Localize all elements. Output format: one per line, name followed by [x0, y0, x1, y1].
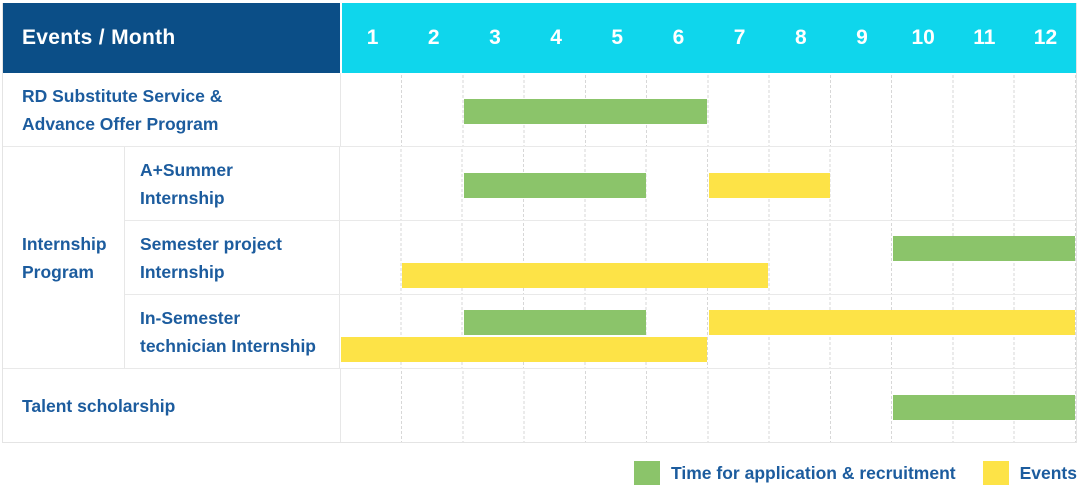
bar-application-semester-project-internship — [893, 236, 1075, 261]
a-summer-internship-label-line-1: A+Summer — [140, 159, 233, 180]
events-month-header-label: Events / Month — [22, 26, 176, 49]
row-semester-project-internship: Semester project Internship — [125, 220, 1076, 294]
rd-substitute-service-advance-offer-program-timeline — [341, 73, 1076, 146]
row-a-summer-internship: A+Summer Internship — [125, 147, 1076, 220]
internship-program-label-line-2: Program — [22, 261, 94, 282]
talent-scholarship-label-line-1: Talent scholarship — [22, 395, 176, 416]
semester-project-internship-label-line-1: Semester project — [140, 233, 283, 254]
a-summer-internship-label-line-2: Internship — [140, 187, 225, 208]
talent-scholarship-timeline — [341, 369, 1076, 442]
month-header-12: 12 — [1033, 26, 1058, 49]
month-header-5: 5 — [611, 26, 624, 49]
internship-program-label-line-1: Internship — [22, 233, 107, 254]
events-month-header-cell: Events / Month — [3, 3, 340, 73]
row-label-a-summer-internship: A+Summer Internship — [125, 147, 340, 220]
table-header-row: Events / Month 1 2 3 4 5 6 7 8 9 10 11 12 — [3, 3, 1076, 73]
month-header-7: 7 — [733, 26, 746, 49]
legend-item-application: Time for application & recruitment — [634, 459, 956, 487]
month-header-row: 1 2 3 4 5 6 7 8 9 10 11 12 — [342, 3, 1076, 73]
bar-events-in-semester-technician-internship — [341, 337, 707, 362]
row-in-semester-technician-internship: In-Semester technician Internship — [125, 294, 1076, 368]
a-summer-internship-timeline — [340, 147, 1076, 220]
row-label-in-semester-technician-internship: In-Semester technician Internship — [125, 295, 340, 368]
bar-events-in-semester-technician-internship — [709, 310, 1075, 335]
row-label-semester-project-internship: Semester project Internship — [125, 221, 340, 294]
bar-application-a-summer-internship — [463, 172, 646, 198]
group-internship-program: Internship Program A+Summer Internship Semes… — [3, 146, 1076, 368]
in-semester-technician-internship-label-line-2: technician Internship — [140, 335, 316, 356]
month-header-3: 3 — [489, 26, 501, 49]
semester-project-internship-timeline — [340, 221, 1076, 294]
bar-events-semester-project-internship — [402, 263, 769, 288]
legend-item-events: Events — [982, 459, 1077, 487]
row-talent-scholarship: Talent scholarship — [3, 368, 1076, 442]
legend-label-application: Time for application & recruitment — [671, 463, 956, 483]
month-header-6: 6 — [672, 26, 685, 49]
row-rd-substitute-service-advance-offer-program: RD Substitute Service & Advance Offer Pro… — [3, 73, 1076, 146]
legend-swatch-application — [634, 461, 661, 485]
row-label-rd-substitute-service-advance-offer-program: RD Substitute Service & Advance Offer Pro… — [3, 73, 341, 146]
month-header-11: 11 — [973, 26, 996, 49]
bar-application-in-semester-technician-internship — [463, 310, 646, 335]
header-divider — [340, 3, 342, 73]
row-label-talent-scholarship: Talent scholarship — [3, 369, 341, 442]
month-header-1: 1 — [366, 26, 379, 49]
legend: Time for application & recruitment Events — [607, 459, 1077, 487]
legend-label-events: Events — [1019, 463, 1077, 483]
bar-application-talent-scholarship — [893, 394, 1075, 420]
month-header-4: 4 — [550, 26, 562, 49]
legend-swatch-events — [982, 461, 1009, 485]
semester-project-internship-label-line-2: Internship — [140, 261, 225, 282]
group-label-internship-program: Internship Program — [3, 147, 125, 368]
in-semester-technician-internship-label-line-1: In-Semester — [140, 307, 241, 328]
month-header-8: 8 — [794, 26, 807, 49]
schedule-table-body: RD Substitute Service & Advance Offer Pro… — [3, 73, 1076, 442]
rd-substitute-service-advance-offer-program-label-line-2: Advance Offer Program — [22, 113, 219, 134]
bar-events-a-summer-internship — [709, 172, 830, 198]
schedule-table: Events / Month 1 2 3 4 5 6 7 8 9 10 11 12 RD Substi… — [2, 3, 1077, 443]
rd-substitute-service-advance-offer-program-label-line-1: RD Substitute Service & — [22, 85, 223, 106]
in-semester-technician-internship-timeline — [340, 295, 1076, 368]
bar-application-rd-substitute-service-advance-offer-program — [464, 98, 708, 124]
group-rows-internship-program: A+Summer Internship Semester project Intern… — [125, 147, 1076, 368]
month-header-2: 2 — [427, 26, 440, 49]
month-header-9: 9 — [856, 26, 868, 49]
month-header-10: 10 — [911, 26, 935, 49]
